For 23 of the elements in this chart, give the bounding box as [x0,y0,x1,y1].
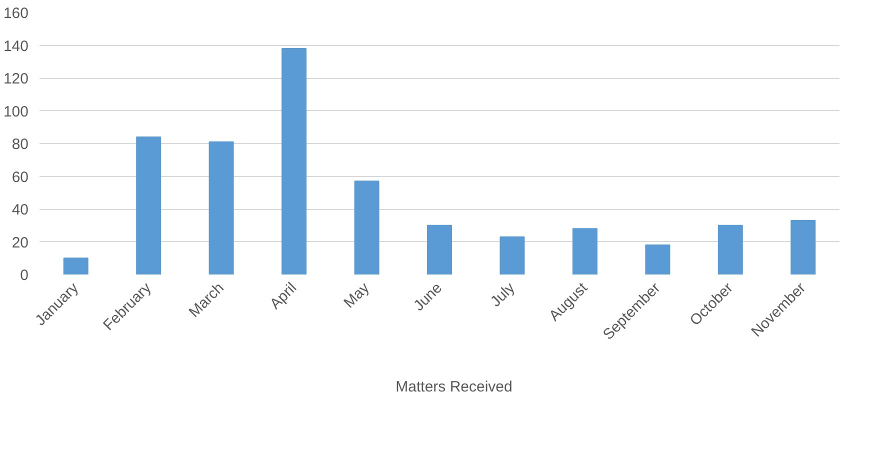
bar [790,220,816,274]
x-tick-label: July [487,279,519,310]
y-tick-label: 60 [12,168,29,186]
bar [282,48,307,274]
y-tick-label: 40 [12,202,29,218]
y-tick-label: 20 [12,234,29,252]
y-tick-label: 140 [3,38,29,55]
bar [427,224,452,274]
y-tick-label: 100 [3,103,29,120]
bar [136,136,162,274]
bar [500,236,525,274]
bar [208,141,234,274]
bar [718,224,743,274]
y-tick-label: 80 [12,136,29,153]
y-tick-label: 0 [20,267,28,284]
bar [354,180,380,274]
text: Matters Received [396,378,512,396]
bar [645,244,670,274]
y-tick-label: 160 [3,5,29,22]
bar [63,258,88,274]
bar [572,228,598,274]
x-tick-label: May [340,279,374,312]
y-tick-label: 120 [3,70,29,88]
